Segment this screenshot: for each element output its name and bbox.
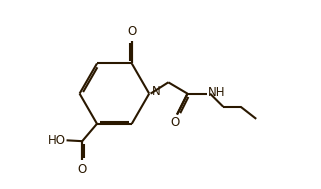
Text: N: N (152, 85, 160, 98)
Text: HO: HO (48, 134, 66, 147)
Text: O: O (78, 163, 87, 176)
Text: O: O (171, 116, 180, 129)
Text: NH: NH (207, 86, 225, 99)
Text: O: O (127, 25, 136, 38)
